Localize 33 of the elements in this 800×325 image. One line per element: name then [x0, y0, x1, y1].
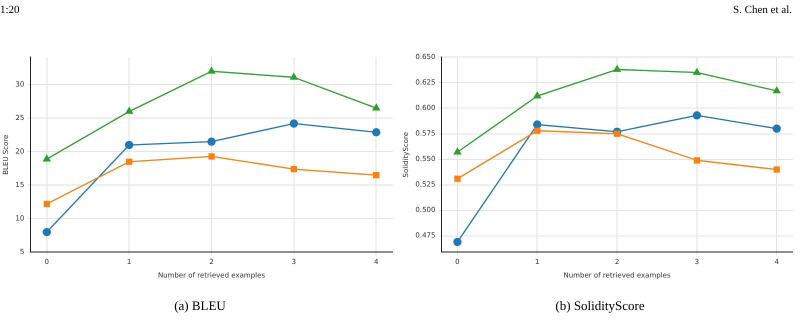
point: [43, 154, 50, 162]
point: [453, 238, 462, 246]
point: [124, 140, 134, 150]
point: [693, 68, 701, 75]
point: [208, 67, 216, 74]
text: 1:20: [0, 4, 20, 18]
point: [533, 120, 542, 129]
point: [290, 119, 298, 128]
text: S. Chen et al.: [733, 4, 792, 18]
point: [613, 65, 621, 72]
point: [534, 128, 540, 134]
point: [773, 86, 780, 94]
point: [534, 92, 541, 98]
point: [454, 148, 462, 155]
point: [125, 107, 133, 114]
text: (a) BLEU: [173, 298, 227, 314]
point: [372, 128, 380, 136]
point: [372, 104, 380, 111]
point: [290, 166, 297, 172]
point: [774, 166, 780, 173]
point: [694, 157, 700, 164]
point: [207, 137, 216, 146]
point: [454, 176, 461, 182]
point: [208, 153, 215, 160]
point: [614, 130, 620, 137]
point: [373, 172, 380, 178]
text: (b) SolidityScore: [554, 298, 646, 314]
point: [126, 158, 132, 165]
point: [772, 124, 781, 133]
point: [44, 200, 50, 208]
point: [692, 111, 702, 120]
point: [290, 73, 298, 80]
point: [42, 228, 51, 236]
